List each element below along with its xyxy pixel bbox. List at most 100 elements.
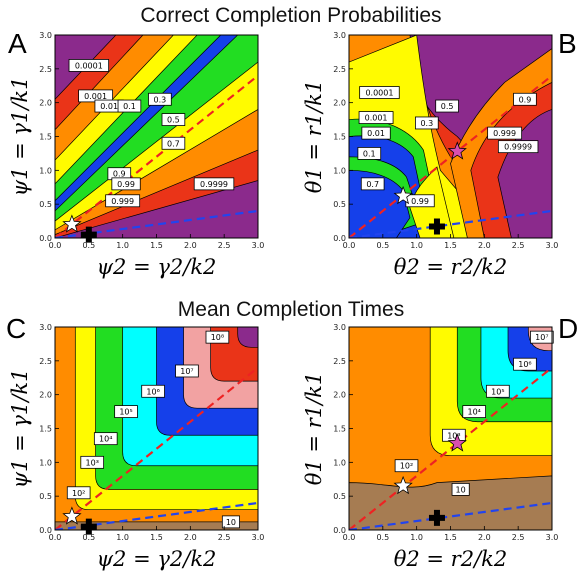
contour-label-box <box>513 92 537 106</box>
contour-label-text: 0.9999 <box>504 143 532 152</box>
contour-label: 0.3 <box>148 92 172 106</box>
x-tick-label: 2.5 <box>512 533 525 542</box>
y-tick-label: 2.0 <box>333 99 346 108</box>
y-axis-label: ψ1 = γ1/k1 <box>8 77 32 197</box>
y-tick-label: 2.5 <box>39 65 52 74</box>
dashed-line-red <box>349 74 552 238</box>
x-tick-label: 0.0 <box>343 241 356 250</box>
contour-label-box <box>451 482 470 496</box>
panel-letter-b: B <box>558 28 577 59</box>
contour-label: 10 <box>451 482 470 496</box>
contour-label-box <box>161 113 186 126</box>
contour-label-box <box>497 140 539 154</box>
contour-label-text: 0.001 <box>84 92 107 101</box>
contour-label-box <box>462 405 486 418</box>
contour-label-text: 0.9 <box>519 95 532 104</box>
x-tick-label: 1.0 <box>116 241 129 250</box>
x-tick-label: 3.0 <box>546 241 559 250</box>
contour-label-text: 10⁴ <box>467 408 480 417</box>
y-tick-label: 2.5 <box>39 357 52 366</box>
x-tick-label: 2.0 <box>478 241 491 250</box>
panel-letter-c: C <box>6 313 27 344</box>
y-tick-label: 1.5 <box>333 133 346 142</box>
contour-label: 10⁸ <box>205 330 230 344</box>
contour-label-text: 0.9 <box>113 170 126 179</box>
contour-label: 0.9999 <box>193 177 235 191</box>
y-tick-label: 2.5 <box>333 357 346 366</box>
y-tick-label: 2.0 <box>39 391 52 400</box>
region-purple <box>237 327 258 348</box>
contour-regions <box>55 327 258 530</box>
x-axis-label: θ2 = r2/k2 <box>394 255 508 279</box>
contour-label-text: 10⁵ <box>491 387 504 396</box>
contour-label-box <box>486 384 510 398</box>
y-tick-label: 1.0 <box>39 166 52 175</box>
cross-marker <box>428 509 445 526</box>
x-tick-label: 1.5 <box>150 533 163 542</box>
y-tick-label: 1.5 <box>39 425 52 434</box>
contour-label: 10³ <box>442 428 466 442</box>
x-tick-label: 1.5 <box>150 241 163 250</box>
contour-label: 0.0001 <box>359 86 400 99</box>
plot-panel-d: 10 10² 10³ 10⁴ 10⁵ 10⁶ 10⁷ 0.0 0.5 1.0 1.5 2.0 2.5 3.… <box>302 323 558 571</box>
contour-label-text: 10³ <box>447 431 460 440</box>
contour-label-text: 0.3 <box>420 119 433 128</box>
contour-label: 0.3 <box>415 116 439 130</box>
contour-label-box <box>161 136 186 150</box>
white-star-marker <box>62 506 82 525</box>
contour-label-box <box>205 330 230 344</box>
panel-letter-d: D <box>558 313 579 344</box>
y-tick-label: 1.0 <box>333 166 346 175</box>
y-tick-label: 3.0 <box>333 323 346 332</box>
y-tick-label: 3.0 <box>39 31 52 40</box>
x-tick-label: 2.0 <box>184 241 197 250</box>
contour-label-box <box>175 364 199 378</box>
contour-label-box <box>358 111 394 124</box>
contour-label-text: 0.0001 <box>365 89 393 98</box>
contour-label-text: 0.9999 <box>200 180 228 189</box>
contour-label-box <box>93 432 118 446</box>
contour-label-text: 0.99 <box>411 197 429 206</box>
contour-label-box <box>117 99 142 113</box>
contour-label: 10⁴ <box>93 432 118 446</box>
x-tick-label: 3.0 <box>546 533 559 542</box>
contour-label-text: 0.7 <box>366 180 379 189</box>
contour-label: 10⁵ <box>486 384 510 398</box>
contour-label: 10² <box>66 486 91 500</box>
contour-label-box <box>148 92 172 106</box>
y-axis-label: ψ1 = γ1/k1 <box>8 369 32 489</box>
contour-label: 0.999 <box>105 194 141 208</box>
contour-label: 0.999 <box>487 126 523 140</box>
y-tick-label: 1.5 <box>39 133 52 142</box>
contour-label: 0.1 <box>117 99 142 113</box>
y-axis-label: θ1 = r1/k1 <box>302 80 326 194</box>
y-tick-label: 0.5 <box>39 200 52 209</box>
contour-label: 0.5 <box>435 99 459 113</box>
y-tick-label: 0.0 <box>39 234 52 243</box>
contour-label: 0.99 <box>111 177 141 191</box>
x-tick-label: 3.0 <box>252 241 265 250</box>
x-tick-label: 0.5 <box>82 533 95 542</box>
x-tick-label: 1.5 <box>444 533 457 542</box>
dashed-line-blue <box>349 209 552 238</box>
contour-label-text: 0.01 <box>100 102 118 111</box>
white-star-marker <box>62 214 82 233</box>
contour-label-text: 0.999 <box>493 129 516 138</box>
pink-star-marker <box>447 433 467 452</box>
contour-label: 10³ <box>80 455 105 469</box>
contour-label-box <box>80 455 105 469</box>
contour-label-box <box>513 357 537 371</box>
x-axis-label: θ2 = r2/k2 <box>394 547 508 571</box>
contour-label-box <box>357 147 382 160</box>
contour-label: 0.5 <box>161 113 186 126</box>
contour-label-box <box>359 86 400 99</box>
dashed-line-red <box>349 366 552 530</box>
contour-label-text: 0.5 <box>441 102 454 111</box>
x-axis-label: ψ2 = γ2/k2 <box>97 255 217 279</box>
y-tick-label: 1.0 <box>333 458 346 467</box>
x-tick-label: 2.5 <box>218 241 231 250</box>
y-tick-label: 0.0 <box>333 234 346 243</box>
contour-label-text: 10⁸ <box>211 333 224 342</box>
contour-label-text: 10³ <box>86 458 99 467</box>
